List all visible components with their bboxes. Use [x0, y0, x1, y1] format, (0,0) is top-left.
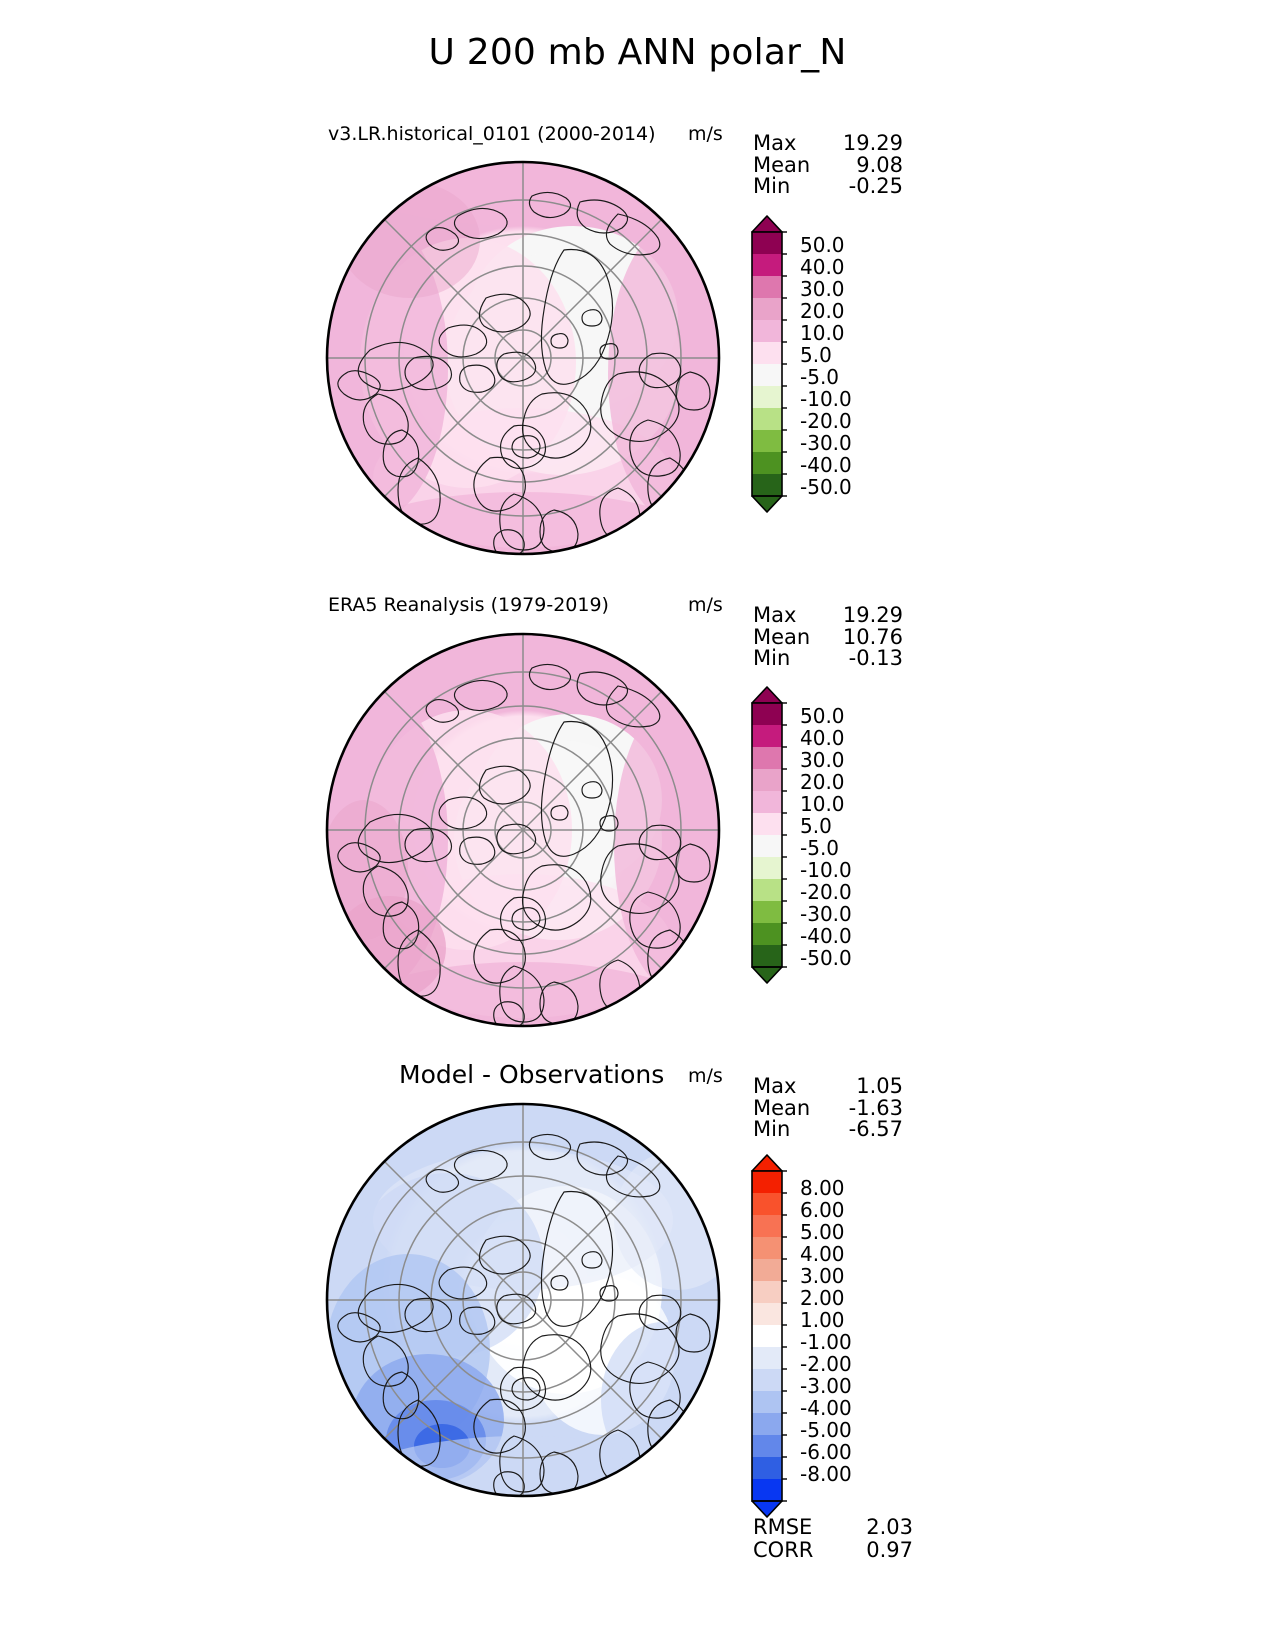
colorbar-tick: -5.00 — [800, 1418, 852, 1442]
colorbar-tick: -8.00 — [800, 1462, 852, 1486]
colorbar-tick: -2.00 — [800, 1352, 852, 1376]
stat-value: 1.05 — [856, 1074, 903, 1098]
colorbar-difference — [751, 1154, 787, 1518]
footer-stat-label: CORR — [753, 1537, 814, 1562]
colorbar-tick: 10.0 — [800, 792, 845, 816]
colorbar-tick: 2.00 — [800, 1286, 845, 1310]
colorbar-tick: -50.0 — [800, 475, 852, 499]
stat-value: 19.29 — [842, 131, 903, 155]
colorbar-tick: 4.00 — [800, 1242, 845, 1266]
stat-label: Max — [753, 131, 797, 155]
footer-stat-label: RMSE — [753, 1515, 813, 1539]
colorbar-tick: -5.0 — [800, 836, 840, 860]
colorbar-tick: 5.0 — [800, 343, 832, 367]
panel-observations-stats: Max 19.29 Mean 10.76 Min -0.13 — [753, 603, 903, 671]
colorbar-tick: -6.00 — [800, 1440, 852, 1464]
panel-observations-title: ERA5 Reanalysis (1979-2019) — [328, 594, 609, 616]
stat-label: Mean — [753, 624, 811, 649]
colorbar-tick: 5.00 — [800, 1220, 845, 1244]
colorbar-tick: -20.0 — [800, 409, 852, 433]
colorbar-tick: 20.0 — [800, 770, 845, 794]
stat-label: Mean — [753, 152, 811, 177]
colorbar-tick: 40.0 — [800, 726, 845, 750]
panel-model-stats: Max 19.29 Mean 9.08 Min -0.25 — [753, 131, 903, 199]
stat-label: Min — [753, 646, 791, 671]
colorbar-tick: -4.00 — [800, 1396, 852, 1420]
colorbar-tick: 3.00 — [800, 1264, 845, 1288]
colorbar-tick: 6.00 — [800, 1198, 845, 1222]
polar-map-difference — [325, 1102, 721, 1498]
stat-value: -6.57 — [848, 1117, 903, 1142]
panel-observations-units: m/s — [688, 594, 723, 616]
colorbar-tick: -30.0 — [800, 902, 852, 926]
colorbar-tick: 20.0 — [800, 299, 845, 323]
stat-label: Min — [753, 1117, 791, 1142]
stat-value: 9.08 — [856, 152, 903, 177]
colorbar-tick: -20.0 — [800, 880, 852, 904]
stat-value: 10.76 — [842, 624, 903, 649]
stat-label: Max — [753, 1074, 797, 1098]
colorbar-tick: -10.0 — [800, 858, 852, 882]
panel-difference-units: m/s — [688, 1065, 723, 1087]
colorbar-tick: -30.0 — [800, 431, 852, 455]
colorbar-tick: -5.0 — [800, 365, 840, 389]
colorbar-tick: 30.0 — [800, 277, 845, 301]
colorbar-tick: 5.0 — [800, 814, 832, 838]
footer-stat-value: 2.03 — [866, 1515, 913, 1539]
panel-model-units: m/s — [688, 123, 723, 145]
colorbar-tick: 8.00 — [800, 1176, 845, 1200]
stat-value: 19.29 — [842, 603, 903, 627]
stat-label: Mean — [753, 1095, 811, 1120]
polar-map-observations — [325, 632, 721, 1028]
colorbar-tick: 50.0 — [800, 704, 845, 728]
colorbar-tick: -1.00 — [800, 1330, 852, 1354]
colorbar-tick: 1.00 — [800, 1308, 845, 1332]
colorbar-tick: -40.0 — [800, 924, 852, 948]
panel-model-title: v3.LR.historical_0101 (2000-2014) — [328, 123, 656, 145]
colorbar-tick: 10.0 — [800, 321, 845, 345]
stat-label: Max — [753, 603, 797, 627]
page-title: U 200 mb ANN polar_N — [428, 32, 847, 73]
polar-map-model — [325, 160, 721, 556]
colorbar-tick: 50.0 — [800, 233, 845, 257]
colorbar-tick: 30.0 — [800, 748, 845, 772]
panel-difference-stats: Max 1.05 Mean -1.63 Min -6.57 — [753, 1074, 903, 1142]
difference-footer-stats: RMSE 2.03 CORR 0.97 — [753, 1516, 913, 1561]
panel-difference-title: Model - Observations — [399, 1060, 665, 1089]
footer-stat-value: 0.97 — [866, 1537, 913, 1562]
colorbar-tick: -40.0 — [800, 453, 852, 477]
colorbar-model — [751, 215, 787, 513]
stat-value: -0.13 — [848, 646, 903, 671]
colorbar-tick: 40.0 — [800, 255, 845, 279]
stat-value: -1.63 — [848, 1095, 903, 1120]
colorbar-observations — [751, 686, 787, 984]
stat-label: Min — [753, 174, 791, 199]
colorbar-tick: -50.0 — [800, 946, 852, 970]
stat-value: -0.25 — [848, 174, 903, 199]
colorbar-tick: -3.00 — [800, 1374, 852, 1398]
colorbar-tick: -10.0 — [800, 387, 852, 411]
